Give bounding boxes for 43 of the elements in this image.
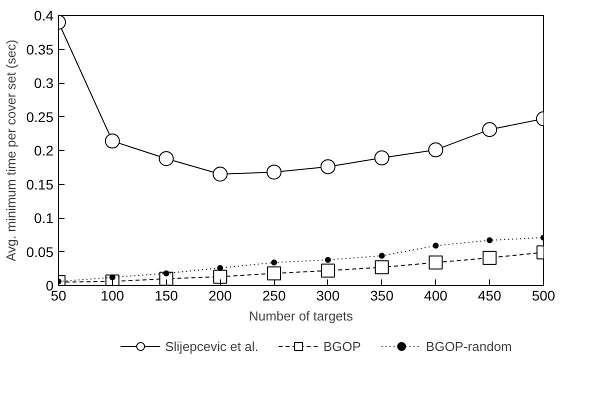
point: [378, 252, 385, 259]
point: [320, 159, 336, 174]
point: [271, 260, 278, 266]
point: [217, 264, 224, 271]
point: [374, 150, 390, 166]
point: [482, 122, 498, 138]
point: [266, 164, 282, 180]
point: [486, 237, 493, 244]
x-tick-label: 150: [154, 288, 178, 304]
legend-label: BGOP-random: [426, 338, 512, 354]
legend-label: Slijepcevic et al.: [165, 338, 258, 354]
x-axis-title: Number of targets: [248, 308, 354, 324]
point: [158, 151, 174, 166]
x-tick-label: 500: [532, 288, 556, 304]
x-tick-label: 350: [370, 288, 394, 304]
point: [163, 270, 170, 276]
point: [267, 266, 282, 280]
x-tick-label: 300: [316, 288, 340, 304]
point: [428, 142, 444, 158]
point: [324, 256, 331, 263]
y-tick-label: 0.05: [26, 244, 54, 260]
point: [320, 264, 335, 278]
point: [212, 166, 228, 182]
y-tick-label: 0.2: [34, 142, 54, 158]
point: [428, 256, 443, 270]
point: [104, 134, 120, 149]
point: [374, 260, 389, 274]
y-tick-label: 0.25: [26, 108, 54, 125]
point: [213, 270, 228, 284]
x-tick-label: 100: [100, 288, 124, 304]
y-axis-title: Avg. minimum time per cover set (sec): [3, 40, 18, 262]
x-tick-label: 450: [478, 288, 502, 304]
point: [482, 250, 497, 265]
y-tick-label: 0.15: [26, 176, 54, 192]
x-tick-label: 400: [424, 288, 448, 304]
y-tick-label: 0.35: [26, 41, 54, 58]
y-tick-label: 0.3: [34, 75, 54, 91]
legend-label: BGOP: [323, 338, 361, 354]
x-tick-label: 250: [262, 288, 286, 304]
point: [432, 242, 439, 249]
x-tick-label: 200: [208, 288, 232, 304]
y-tick-label: 0.4: [34, 8, 54, 24]
y-tick-label: 0.1: [34, 210, 54, 226]
